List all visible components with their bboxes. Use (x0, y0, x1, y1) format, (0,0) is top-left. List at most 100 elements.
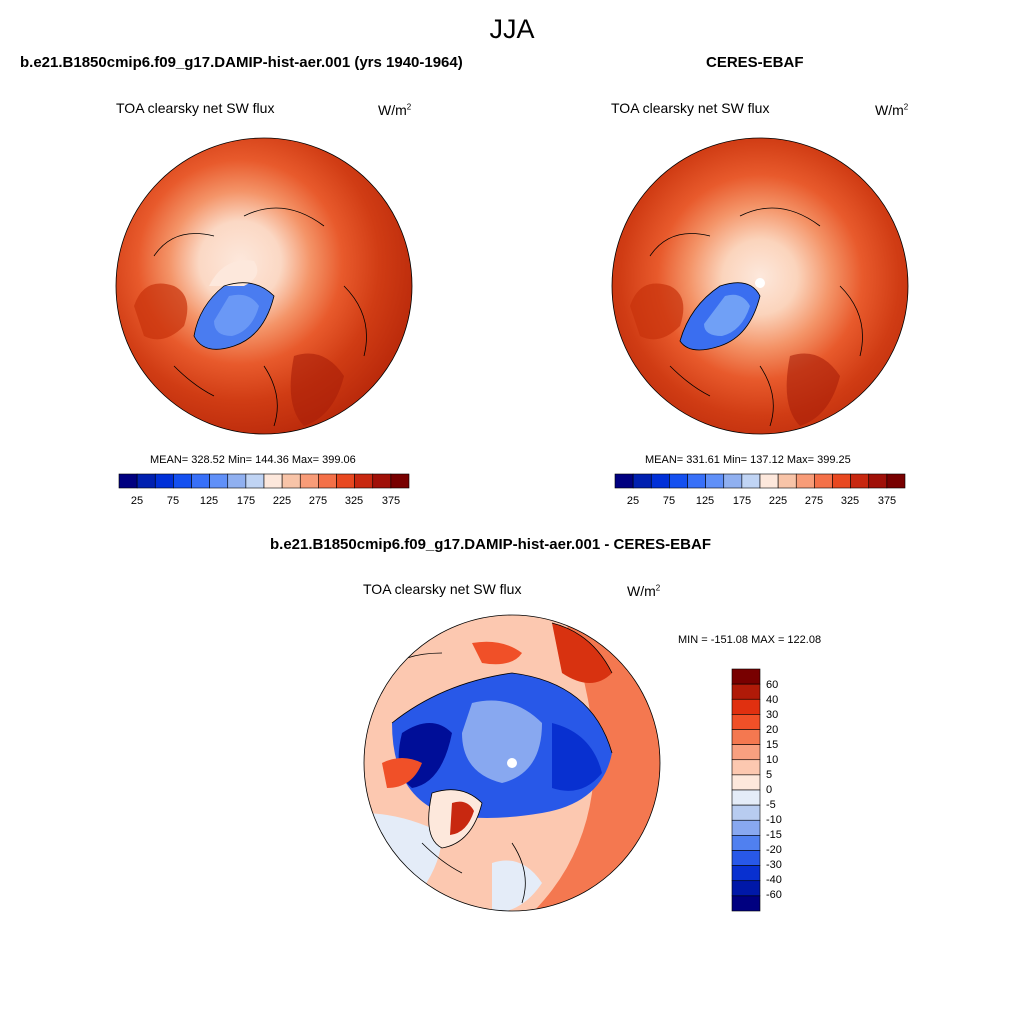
cb3-label: -60 (766, 889, 782, 901)
cb2-label: 75 (662, 495, 676, 507)
colorbar-swatch (777, 473, 797, 489)
colorbar-swatch (136, 473, 156, 489)
panel-1-title: b.e21.B1850cmip6.f09_g17.DAMIP-hist-aer.… (20, 54, 463, 71)
colorbar-swatch (650, 473, 670, 489)
cb1-label: 225 (272, 495, 292, 507)
colorbar-swatch (669, 473, 688, 489)
colorbar-swatch (173, 473, 192, 489)
panel-2-stats: MEAN= 331.61 Min= 137.12 Max= 399.25 (645, 454, 851, 466)
panel-1-colorbar-labels: 25 75 125 175 225 275 325 375 (119, 495, 409, 509)
cb3-label: 20 (766, 724, 779, 736)
panel-1-map (115, 137, 413, 435)
panel-1-colorbar (118, 473, 410, 489)
colorbar-swatch (731, 819, 761, 836)
colorbar-swatch (731, 835, 761, 851)
panel-2-title: CERES-EBAF (706, 54, 804, 71)
colorbar-swatch (731, 774, 761, 791)
cb2-label: 225 (768, 495, 788, 507)
colorbar-swatch (281, 473, 301, 489)
colorbar-swatch (731, 850, 761, 866)
cb3-label: 5 (766, 769, 773, 781)
colorbar-swatch (731, 865, 761, 882)
cb3-label: 30 (766, 709, 779, 721)
cb3-label: -10 (766, 814, 782, 826)
colorbar-swatch (390, 473, 410, 489)
cb3-label: 0 (766, 784, 773, 796)
cb2-label: 125 (695, 495, 715, 507)
cb2-label: 375 (877, 495, 897, 507)
panel-2-units: W/m2 (875, 102, 909, 118)
colorbar-swatch (731, 668, 761, 685)
colorbar-swatch (731, 880, 761, 897)
colorbar-swatch (731, 759, 761, 776)
cb3-label: -30 (766, 859, 782, 871)
cb1-label: 175 (236, 495, 256, 507)
panel-2-variable: TOA clearsky net SW flux (611, 100, 770, 116)
cb3-label: 15 (766, 739, 779, 751)
cb1-label: 75 (166, 495, 180, 507)
colorbar-swatch (354, 473, 374, 489)
colorbar-swatch (336, 473, 355, 489)
diff-panel-colorbar-labels: 60 40 30 20 15 10 5 0 -5 -10 -15 -20 -30… (766, 669, 806, 911)
colorbar-swatch (741, 473, 761, 489)
colorbar-swatch (731, 698, 761, 715)
colorbar-swatch (227, 473, 247, 489)
cb3-label: 60 (766, 679, 779, 691)
colorbar-swatch (723, 473, 743, 489)
cb3-label: -5 (766, 799, 776, 811)
colorbar-swatch (263, 473, 283, 489)
diff-panel-variable: TOA clearsky net SW flux (363, 581, 522, 597)
cb1-label: 25 (130, 495, 144, 507)
cb2-label: 25 (626, 495, 640, 507)
colorbar-swatch (731, 729, 761, 745)
colorbar-swatch (731, 714, 761, 730)
cb3-label: -40 (766, 874, 782, 886)
colorbar-swatch (614, 473, 634, 489)
cb1-label: 125 (199, 495, 219, 507)
colorbar-swatch (632, 473, 652, 489)
panel-2-map (611, 137, 909, 435)
cb1-label: 275 (308, 495, 328, 507)
colorbar-swatch (118, 473, 138, 489)
panel-1-variable: TOA clearsky net SW flux (116, 100, 275, 116)
diff-panel-stats: MIN = -151.08 MAX = 122.08 (678, 634, 822, 646)
panel-1-units: W/m2 (378, 102, 412, 118)
colorbar-swatch (372, 473, 392, 489)
colorbar-swatch (731, 895, 761, 912)
cb2-label: 175 (732, 495, 752, 507)
cb3-label: 40 (766, 694, 779, 706)
season-title: JJA (489, 14, 535, 44)
colorbar-swatch (832, 473, 851, 489)
diff-panel-units: W/m2 (627, 583, 661, 599)
cb3-label: -20 (766, 844, 782, 856)
colorbar-swatch (154, 473, 174, 489)
colorbar-swatch (191, 473, 210, 489)
cb3-label: 10 (766, 754, 779, 766)
colorbar-swatch (850, 473, 870, 489)
panel-2-colorbar (614, 473, 906, 489)
cb2-label: 275 (804, 495, 824, 507)
cb3-label: -15 (766, 829, 782, 841)
colorbar-swatch (814, 473, 833, 489)
colorbar-swatch (687, 473, 706, 489)
diff-panel-map (363, 614, 661, 912)
colorbar-swatch (731, 683, 761, 700)
colorbar-swatch (209, 473, 229, 489)
colorbar-swatch (731, 804, 761, 821)
colorbar-swatch (795, 473, 815, 489)
diff-panel-title: b.e21.B1850cmip6.f09_g17.DAMIP-hist-aer.… (270, 536, 711, 553)
panel-1-stats: MEAN= 328.52 Min= 144.36 Max= 399.06 (150, 454, 356, 466)
colorbar-swatch (868, 473, 888, 489)
colorbar-swatch (759, 473, 779, 489)
colorbar-swatch (299, 473, 319, 489)
colorbar-swatch (731, 744, 761, 761)
diff-panel-colorbar (731, 668, 761, 912)
colorbar-swatch (318, 473, 337, 489)
colorbar-swatch (886, 473, 906, 489)
colorbar-swatch (731, 789, 761, 806)
cb1-label: 375 (381, 495, 401, 507)
colorbar-swatch (705, 473, 725, 489)
cb1-label: 325 (344, 495, 364, 507)
cb2-label: 325 (840, 495, 860, 507)
colorbar-swatch (245, 473, 265, 489)
